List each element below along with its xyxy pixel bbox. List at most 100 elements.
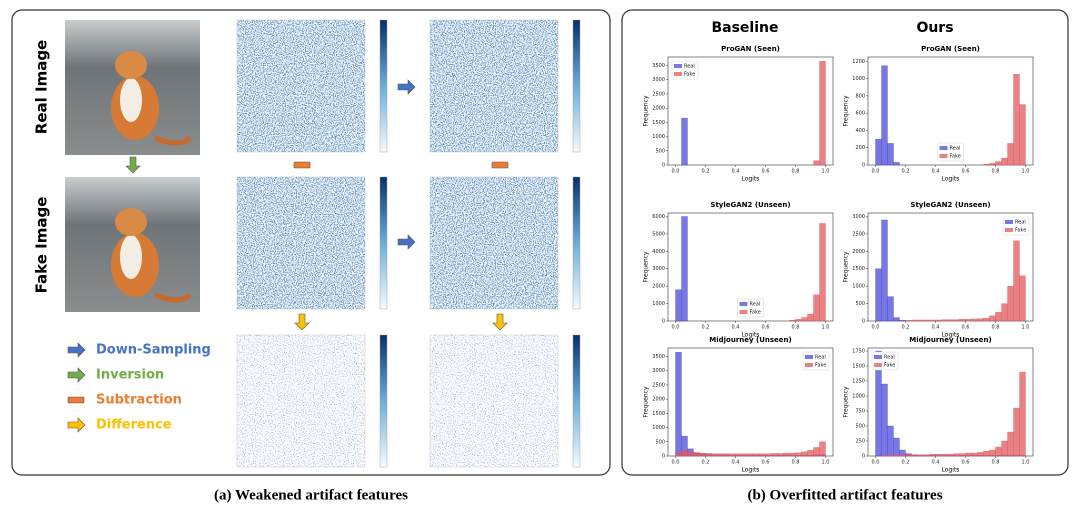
legend-label: Real (815, 355, 826, 361)
histogram-bar (971, 318, 978, 322)
histogram-bar (1019, 275, 1026, 322)
arrow (397, 234, 416, 250)
y-axis-label: Frequency (843, 95, 850, 126)
x-tick-label: 0.0 (672, 169, 680, 175)
histogram-bar (759, 453, 766, 457)
histogram-bar (995, 312, 1002, 322)
y-tick-label: 500 (855, 424, 865, 430)
y-tick-label: 1500 (852, 364, 865, 370)
histogram-bar (893, 317, 900, 322)
histogram-bar (899, 454, 906, 457)
x-tick-label: 0.6 (962, 169, 970, 175)
legend-label: Real (1015, 220, 1026, 226)
x-tick-label: 0.2 (702, 169, 710, 175)
histogram-bar (941, 319, 948, 322)
legend-label: Difference (96, 418, 172, 433)
legend-swatch (874, 355, 882, 359)
histogram-bar (1007, 143, 1014, 166)
legend-label: Real (684, 64, 695, 70)
histogram-bar (971, 452, 978, 457)
x-tick-label: 0.6 (962, 325, 970, 331)
legend-swatch (674, 72, 682, 76)
x-tick-label: 0.4 (932, 325, 940, 331)
histogram-bar (983, 163, 990, 166)
histogram-bar (953, 319, 960, 322)
arrow (492, 313, 508, 331)
histogram-bar (887, 296, 894, 322)
x-tick-label: 0.6 (762, 169, 770, 175)
histogram-bar (681, 216, 688, 322)
histogram: ProGAN (Seen) 0.0 0.2 0.4 0.6 0.8 1.0 0 500 1000 1… (643, 45, 834, 183)
histogram-bar (881, 383, 888, 457)
y-tick-label: 3000 (652, 368, 665, 374)
histogram-bar (881, 65, 888, 166)
histogram-bar (1019, 371, 1026, 457)
histogram-bar (983, 451, 990, 457)
histogram-bar (765, 453, 772, 457)
histogram-bar (959, 319, 966, 322)
x-axis-label: Logits (942, 467, 960, 474)
x-tick-label: 0.2 (902, 325, 910, 331)
histogram-bar (989, 315, 996, 322)
y-tick-label: 3500 (652, 354, 665, 360)
histogram-bar (911, 454, 918, 457)
histogram-bar (717, 453, 724, 457)
histogram-bar (1001, 303, 1008, 322)
y-axis-label: Frequency (643, 386, 650, 417)
histogram: StyleGAN2 (Unseen) 0.0 0.2 0.4 0.6 0.8 1.0 0 100… (643, 201, 834, 339)
arrow (67, 367, 86, 383)
legend-swatch (674, 64, 682, 68)
histogram-bar (819, 223, 826, 322)
subtraction-symbol (67, 396, 85, 404)
histogram-bar (705, 453, 712, 457)
x-tick-label: 0.8 (792, 325, 800, 331)
image-label: Fake Image (33, 197, 51, 294)
histogram-bar (675, 453, 682, 457)
legend-swatch (805, 363, 813, 367)
x-tick-label: 0.8 (792, 460, 800, 466)
colorbar (572, 334, 581, 468)
chart-title: ProGAN (Seen) (721, 45, 780, 53)
histogram-bar (935, 454, 942, 457)
chart-title: ProGAN (Seen) (921, 45, 980, 53)
chart-title: Midjourney (Unseen) (909, 336, 991, 344)
histogram: StyleGAN2 (Unseen) 0.0 0.2 0.4 0.6 0.8 1.0 0 500… (843, 201, 1034, 339)
legend-label: Fake (684, 72, 695, 78)
y-tick-label: 1200 (852, 59, 865, 65)
colorbar (379, 334, 388, 468)
x-tick-label: 0.0 (872, 460, 880, 466)
column-header: Baseline (711, 20, 778, 36)
column-header: Ours (916, 20, 953, 36)
heatmap-texture (430, 177, 558, 309)
x-tick-label: 0.0 (872, 169, 880, 175)
histogram-bar (795, 319, 802, 322)
histogram-bar (959, 453, 966, 457)
histogram-bar (675, 289, 682, 322)
y-tick-label: 2500 (652, 91, 665, 97)
histogram-bar (681, 117, 688, 166)
y-tick-label: 600 (855, 111, 865, 117)
legend-label: Real (950, 146, 961, 152)
legend-label: Real (750, 302, 761, 308)
legend-label: Fake (750, 310, 761, 316)
arrow (67, 342, 86, 358)
y-tick-label: 0 (862, 319, 865, 325)
y-tick-label: 2000 (652, 397, 665, 403)
colorbar (379, 176, 388, 310)
y-tick-label: 2000 (852, 249, 865, 255)
histogram-bar (675, 352, 682, 457)
histogram-bar (941, 454, 948, 457)
histogram-bar (953, 453, 960, 457)
legend-label: Fake (884, 363, 895, 369)
legend-swatch (1005, 228, 1013, 232)
histogram-bar (977, 452, 984, 457)
y-tick-label: 2000 (652, 106, 665, 112)
histogram-bar (887, 143, 894, 166)
histogram-bar (1007, 431, 1014, 457)
heatmap-texture (237, 20, 365, 152)
x-tick-label: 0.4 (932, 169, 940, 175)
cat-head (115, 208, 147, 236)
histogram-bar (875, 138, 882, 166)
cat-head (115, 51, 147, 79)
cat-chest (120, 235, 142, 279)
